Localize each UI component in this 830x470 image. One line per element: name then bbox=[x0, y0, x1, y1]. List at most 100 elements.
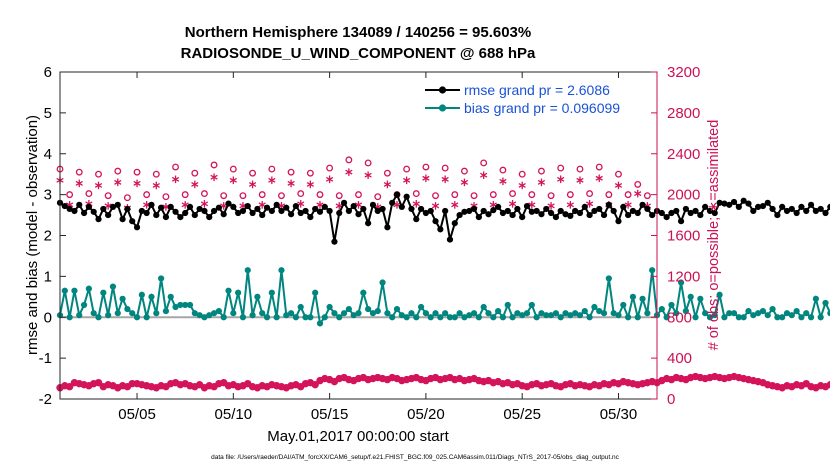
rmse-point bbox=[220, 211, 227, 218]
bias-point bbox=[562, 310, 569, 317]
plot-frame bbox=[59, 71, 658, 400]
rmse-point bbox=[119, 216, 126, 223]
rmse-point bbox=[576, 209, 584, 217]
bias-point bbox=[398, 312, 405, 319]
bias-point bbox=[596, 308, 603, 315]
bias-point bbox=[774, 314, 781, 321]
rmse-point bbox=[706, 207, 714, 215]
obs-possible-point bbox=[297, 190, 305, 198]
bias-point bbox=[523, 310, 531, 317]
bias-point bbox=[273, 314, 280, 321]
bias-point bbox=[730, 310, 738, 317]
obs-possible-point bbox=[104, 192, 112, 200]
rmse-point bbox=[721, 200, 728, 207]
obs-assimilated-point bbox=[547, 202, 555, 210]
rmse-point bbox=[793, 209, 800, 217]
y-right-axis-label: # of obs: o=possible; ∗=assimilated bbox=[706, 120, 722, 351]
rmse-point bbox=[519, 214, 526, 221]
obs-possible-point bbox=[258, 191, 266, 199]
bias-point bbox=[625, 314, 632, 321]
obs-assimilated-point bbox=[595, 174, 603, 183]
rmse-point bbox=[148, 201, 155, 208]
rmse-point bbox=[543, 205, 550, 213]
bias-point bbox=[461, 314, 468, 321]
rmse-point bbox=[360, 205, 367, 213]
obs-assimilated-point bbox=[152, 181, 160, 190]
obs-possible-point bbox=[403, 165, 411, 173]
bias-point bbox=[254, 293, 261, 300]
rmse-point bbox=[413, 216, 420, 223]
rmse-point bbox=[355, 211, 362, 218]
rmse-point bbox=[239, 207, 247, 215]
rmse-point bbox=[350, 202, 357, 210]
bias-point bbox=[677, 279, 685, 286]
rmse-point bbox=[177, 214, 184, 221]
bias-point bbox=[658, 305, 665, 313]
rmse-point bbox=[740, 197, 747, 204]
bias-point bbox=[374, 308, 381, 315]
obs-assimilated-point bbox=[557, 175, 565, 184]
bias-point bbox=[610, 310, 617, 317]
obs-possible-point bbox=[460, 167, 468, 175]
bias-point bbox=[620, 301, 627, 309]
rmse-point bbox=[514, 205, 521, 213]
obs-assimilated-point bbox=[345, 168, 353, 176]
y-right-tick-label: 800 bbox=[667, 309, 692, 326]
obs-possible-point bbox=[85, 190, 93, 198]
rmse-point bbox=[644, 205, 651, 213]
obs-assimilated-point bbox=[451, 201, 459, 209]
y-tick-label: -1 bbox=[39, 350, 52, 367]
rmse-point bbox=[210, 207, 218, 215]
x-tick-label: 05/25 bbox=[503, 406, 541, 423]
obs-possible-point bbox=[162, 193, 170, 201]
data-layer bbox=[56, 156, 830, 392]
rmse-point bbox=[268, 207, 275, 215]
bias-point bbox=[533, 314, 540, 321]
bias-point bbox=[345, 305, 352, 313]
bias-point bbox=[692, 314, 699, 321]
obs-assimilated-point bbox=[518, 181, 526, 190]
obs-assimilated-point bbox=[585, 200, 594, 208]
bias-point bbox=[673, 310, 680, 317]
bias-point bbox=[355, 310, 362, 317]
obs-possible-point bbox=[345, 156, 353, 164]
rmse-point bbox=[389, 199, 396, 206]
bias-point bbox=[90, 310, 97, 317]
obs-possible-point bbox=[172, 163, 179, 171]
obs-possible-point bbox=[210, 161, 218, 169]
bias-point bbox=[788, 312, 795, 319]
bias-point bbox=[215, 308, 222, 315]
tick-layer: -2 -1 0 1 2 3 4 5 6 0 400 800 1200 1600 2000 2400 2800 32… bbox=[39, 64, 701, 423]
rmse-point bbox=[730, 198, 738, 206]
rmse-point bbox=[321, 203, 328, 210]
bias-point bbox=[499, 314, 507, 321]
obs-possible-point bbox=[306, 169, 314, 177]
bias-point bbox=[292, 314, 300, 321]
obs-possible-point bbox=[634, 180, 642, 188]
bias-point bbox=[263, 314, 271, 321]
rmse-point bbox=[138, 207, 145, 215]
bias-point bbox=[783, 310, 791, 317]
y-right-tick-label: 0 bbox=[667, 391, 675, 408]
rmse-point bbox=[702, 203, 709, 210]
rmse-point bbox=[297, 209, 304, 217]
bias-point bbox=[143, 314, 150, 321]
bias-point bbox=[576, 312, 584, 319]
y-tick-label: 0 bbox=[44, 309, 52, 326]
obs-assimilated-point bbox=[287, 179, 295, 188]
rmse-point bbox=[316, 208, 324, 215]
bias-point bbox=[393, 305, 401, 313]
rmse-point bbox=[620, 203, 627, 210]
obs-possible-point bbox=[489, 191, 497, 199]
rmse-point bbox=[379, 205, 386, 213]
rmse-point bbox=[567, 212, 574, 219]
obs-possible-point bbox=[547, 192, 555, 200]
rmse-point bbox=[307, 214, 314, 221]
rmse-point bbox=[191, 211, 198, 219]
y-tick-label: 3 bbox=[44, 187, 52, 204]
bias-point bbox=[384, 310, 391, 317]
rmse-point bbox=[129, 218, 136, 225]
obs-assimilated-point bbox=[441, 175, 449, 184]
y-tick-label: 4 bbox=[44, 146, 52, 163]
obs-possible-point bbox=[66, 191, 74, 199]
